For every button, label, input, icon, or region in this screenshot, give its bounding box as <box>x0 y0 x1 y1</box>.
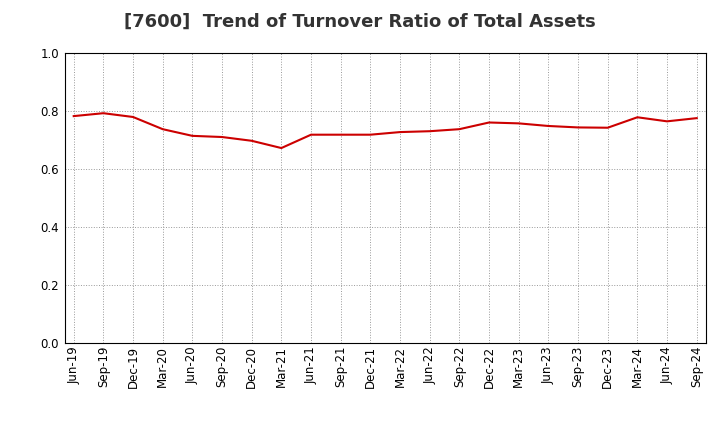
Text: [7600]  Trend of Turnover Ratio of Total Assets: [7600] Trend of Turnover Ratio of Total … <box>124 13 596 31</box>
